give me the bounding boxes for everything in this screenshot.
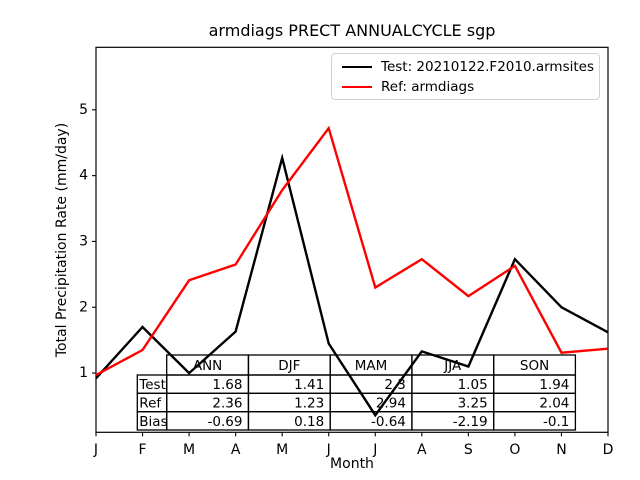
stats-table-value: -0.64 <box>371 414 406 430</box>
test-line-swatch <box>342 65 372 68</box>
stats-table-value: 1.94 <box>539 377 569 393</box>
x-tick-label: J <box>372 442 377 458</box>
y-tick-label: 1 <box>79 365 88 381</box>
legend-item-test: Test: 20210122.F2010.armsites <box>339 58 594 75</box>
ref-line-swatch <box>342 85 372 88</box>
x-tick-label: D <box>603 442 614 458</box>
stats-table-row-label: Test <box>138 377 166 393</box>
stats-table-value: 2.36 <box>212 395 242 411</box>
x-tick-label: M <box>276 442 288 458</box>
test-series-line <box>95 153 609 418</box>
x-tick-label: J <box>93 442 98 458</box>
stats-table-value: 1.05 <box>458 377 488 393</box>
stats-table-value: 2.04 <box>539 395 569 411</box>
stats-table-header-label: DJF <box>278 358 300 374</box>
stats-table-value: 1.23 <box>294 395 324 411</box>
x-tick-label: O <box>509 442 520 458</box>
stats-table-header-label: SON <box>520 358 549 374</box>
axes-frame <box>95 46 609 433</box>
stats-table-value: 1.41 <box>294 377 324 393</box>
x-tick-label: J <box>326 442 331 458</box>
stats-table-value: 3.25 <box>458 395 488 411</box>
stats-table-value: -0.1 <box>543 414 569 430</box>
stats-table-value-cell <box>493 411 577 431</box>
x-tick-label: M <box>183 442 195 458</box>
y-tick-label: 2 <box>79 299 88 315</box>
legend-label-ref: Ref: armdiags <box>381 78 475 95</box>
legend-label-test: Test: 20210122.F2010.armsites <box>381 58 594 75</box>
x-tick-label: A <box>417 442 427 458</box>
y-tick-label: 3 <box>79 233 88 249</box>
x-tick-label: A <box>231 442 241 458</box>
y-tick-label: 5 <box>79 102 88 118</box>
stats-table-value: 1.68 <box>212 377 242 393</box>
stats-table-value: -2.19 <box>453 414 488 430</box>
y-tick-label: 4 <box>79 168 88 184</box>
stats-table-value: 2.94 <box>376 395 406 411</box>
stats-table-row-label: Ref <box>139 395 162 411</box>
x-tick-label: N <box>556 442 566 458</box>
x-tick-label: F <box>139 442 147 458</box>
chart-title: armdiags PRECT ANNUALCYCLE sgp <box>208 21 496 40</box>
ref-series-line <box>95 125 609 377</box>
x-axis-label: Month <box>330 456 374 472</box>
x-tick-label: S <box>464 442 473 458</box>
stats-table-value: 0.18 <box>294 414 324 430</box>
stats-table-value: -0.69 <box>208 414 243 430</box>
stats-table-header-label: MAM <box>355 358 388 374</box>
legend-item-ref: Ref: armdiags <box>339 78 592 95</box>
legend: Test: 20210122.F2010.armsites Ref: armdi… <box>331 53 600 100</box>
stats-table-row-label: Bias <box>139 414 167 430</box>
